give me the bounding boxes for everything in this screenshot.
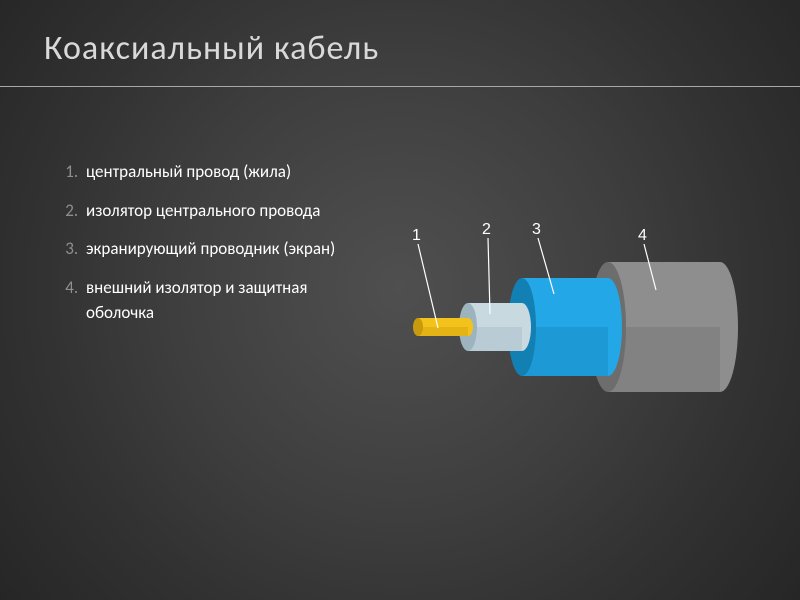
core-face — [413, 318, 423, 336]
slide: Коаксиальный кабель центральный провод (… — [0, 0, 800, 600]
cable-svg: 1 2 3 4 — [360, 200, 780, 460]
title-underline — [0, 86, 800, 87]
leader-line-1 — [418, 244, 438, 328]
diagram-label-3: 3 — [532, 221, 541, 238]
cable-diagram: 1 2 3 4 — [360, 200, 780, 460]
legend-list: центральный провод (жила) изолятор центр… — [54, 160, 352, 339]
list-item: внешний изолятор и защитная оболочка — [82, 276, 352, 325]
list-item: экранирующий проводник (экран) — [82, 237, 352, 262]
diagram-label-1: 1 — [412, 227, 421, 244]
slide-title: Коаксиальный кабель — [44, 28, 379, 69]
leader-line-2 — [488, 238, 490, 314]
list-item: изолятор центрального провода — [82, 199, 352, 224]
diagram-label-2: 2 — [482, 221, 491, 238]
core-shade — [418, 327, 468, 336]
list-item: центральный провод (жила) — [82, 160, 352, 185]
diagram-label-4: 4 — [638, 227, 647, 244]
